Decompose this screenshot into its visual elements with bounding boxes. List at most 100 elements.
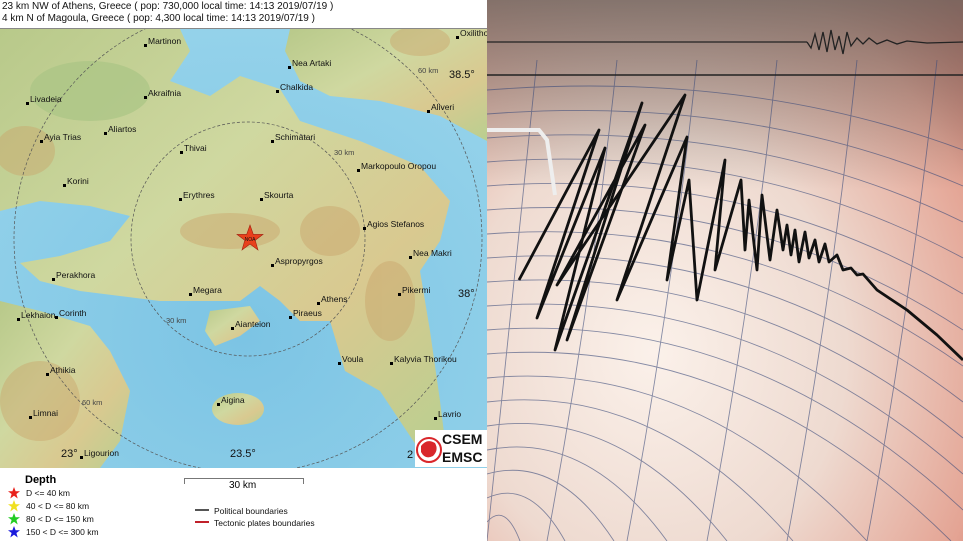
place-label: Oxilithos: [456, 29, 487, 39]
grid-line: [786, 59, 858, 541]
ring-label: 30 km: [334, 148, 355, 157]
earthquake-waveform: [517, 93, 963, 362]
location-line-1: 23 km NW of Athens, Greece ( pop: 730,00…: [2, 1, 334, 12]
blue-star-icon: [8, 526, 20, 538]
grid-line: [487, 469, 615, 541]
place-label: Aigina: [217, 396, 245, 406]
grid-line: [487, 85, 963, 151]
legend-label: Tectonic plates boundaries: [214, 518, 315, 528]
place-label: Limnai: [29, 409, 58, 419]
grid-line: [487, 158, 963, 259]
place-label: Lavrio: [434, 410, 461, 420]
place-label: Lekhaion: [17, 311, 56, 321]
place-label: Nea Artaki: [288, 59, 331, 69]
seismograph-photo: [487, 0, 963, 541]
place-label: Thivai: [180, 144, 207, 154]
longitude-label: 23°: [61, 448, 78, 460]
epicenter-star[interactable]: [236, 224, 264, 251]
grid-line: [487, 351, 952, 541]
tectonic-line-swatch: [195, 521, 209, 523]
stylus-arm: [487, 128, 557, 196]
political-line-swatch: [195, 509, 209, 511]
grid-line: [546, 59, 618, 541]
seismograph-image: [487, 0, 963, 541]
scale-bar: [184, 478, 304, 484]
legend-label: 40 < D <= 80 km: [26, 501, 90, 511]
place-label: Markopoulo Oropou: [357, 162, 436, 172]
place-label: Agios Stefanos: [363, 220, 424, 230]
place-label: Aliveri: [427, 103, 454, 113]
grid-line: [487, 134, 963, 223]
place-label: Aliartos: [104, 125, 136, 135]
place-label: Kalyvia Thorikou: [390, 355, 457, 365]
paper-grid: [487, 59, 963, 541]
grid-line: [866, 59, 938, 541]
ring-label: 30 km: [166, 316, 187, 325]
grid-line: [487, 182, 963, 295]
legend-label: 150 < D <= 300 km: [26, 527, 99, 537]
place-label: Voula: [338, 355, 363, 365]
longitude-label: 2: [407, 449, 414, 461]
logo-emsc: EMSC: [442, 449, 483, 465]
legend-item-depth: 40 < D <= 80 km: [8, 500, 89, 512]
grid-line: [487, 423, 728, 541]
place-label: Livadeia: [26, 95, 62, 105]
csem-emsc-logo: CSEM EMSC: [415, 430, 487, 467]
ring-label: 60 km: [82, 398, 103, 407]
place-label: Erythres: [179, 191, 215, 201]
place-label: Pikermi: [398, 286, 430, 296]
place-label: Korini: [63, 177, 89, 187]
small-trace: [806, 29, 963, 55]
place-label: Piraeus: [289, 309, 322, 319]
lake-plain: [30, 61, 150, 121]
location-line-2: 4 km N of Magoula, Greece ( pop: 4,300 l…: [2, 13, 315, 24]
range-ring-60km: [13, 29, 483, 468]
legend-title: Depth: [25, 474, 57, 486]
legend-label: D <= 40 km: [26, 488, 70, 498]
grid-line: [626, 59, 698, 541]
place-label: Athens: [317, 295, 347, 305]
latitude-label: 38.5°: [449, 69, 475, 81]
place-label: Aspropyrgos: [271, 257, 323, 267]
legend-item-depth: 80 < D <= 150 km: [8, 513, 94, 525]
place-label: Ayia Trias: [40, 133, 81, 143]
grid-line: [487, 446, 668, 541]
grid-line: [487, 109, 963, 187]
legend-label: 80 < D <= 150 km: [26, 514, 94, 524]
euboea-island: [285, 29, 487, 141]
range-ring-30km: [130, 121, 366, 357]
grid-line: [487, 303, 963, 475]
place-label: Martinon: [144, 37, 181, 47]
yellow-star-icon: [8, 500, 20, 512]
grid-line: [487, 514, 521, 541]
place-label: Megara: [189, 286, 222, 296]
earthquake-map-panel: 23 km NW of Athens, Greece ( pop: 730,00…: [0, 0, 487, 541]
ring-label: 60 km: [418, 66, 439, 75]
place-label: Ligourion: [80, 449, 119, 459]
place-label: Nea Makri: [409, 249, 452, 259]
legend-item-depth: D <= 40 km: [8, 487, 70, 499]
grid-line: [487, 59, 538, 541]
longitude-label: 23.5°: [230, 448, 256, 460]
legend-political-boundaries: Political boundaries: [195, 506, 288, 516]
shaded-relief-map[interactable]: NOA Martinon Nea Artaki Chalkida Akraifn…: [0, 28, 487, 468]
place-label: Perakhora: [52, 271, 95, 281]
grid-line: [487, 375, 868, 541]
legend-tectonic-boundaries: Tectonic plates boundaries: [195, 518, 315, 528]
legend-item-depth: 150 < D <= 300 km: [8, 526, 99, 538]
logo-csem: CSEM: [442, 431, 483, 447]
red-star-icon: [8, 487, 20, 499]
map-terrain: NOA: [0, 29, 487, 468]
place-label: Aianteion: [231, 320, 270, 330]
epicenter-label: NOA: [245, 237, 257, 243]
place-label: Skourta: [260, 191, 293, 201]
grid-line: [487, 492, 566, 541]
place-label: Corinth: [55, 309, 86, 319]
green-star-icon: [8, 513, 20, 525]
place-label: Akraifnia: [144, 89, 181, 99]
globe-logo-icon: [416, 437, 442, 463]
legend-label: Political boundaries: [214, 506, 288, 516]
grid-line: [706, 59, 778, 541]
latitude-label: 38°: [458, 288, 475, 300]
place-label: Chalkida: [276, 83, 313, 93]
